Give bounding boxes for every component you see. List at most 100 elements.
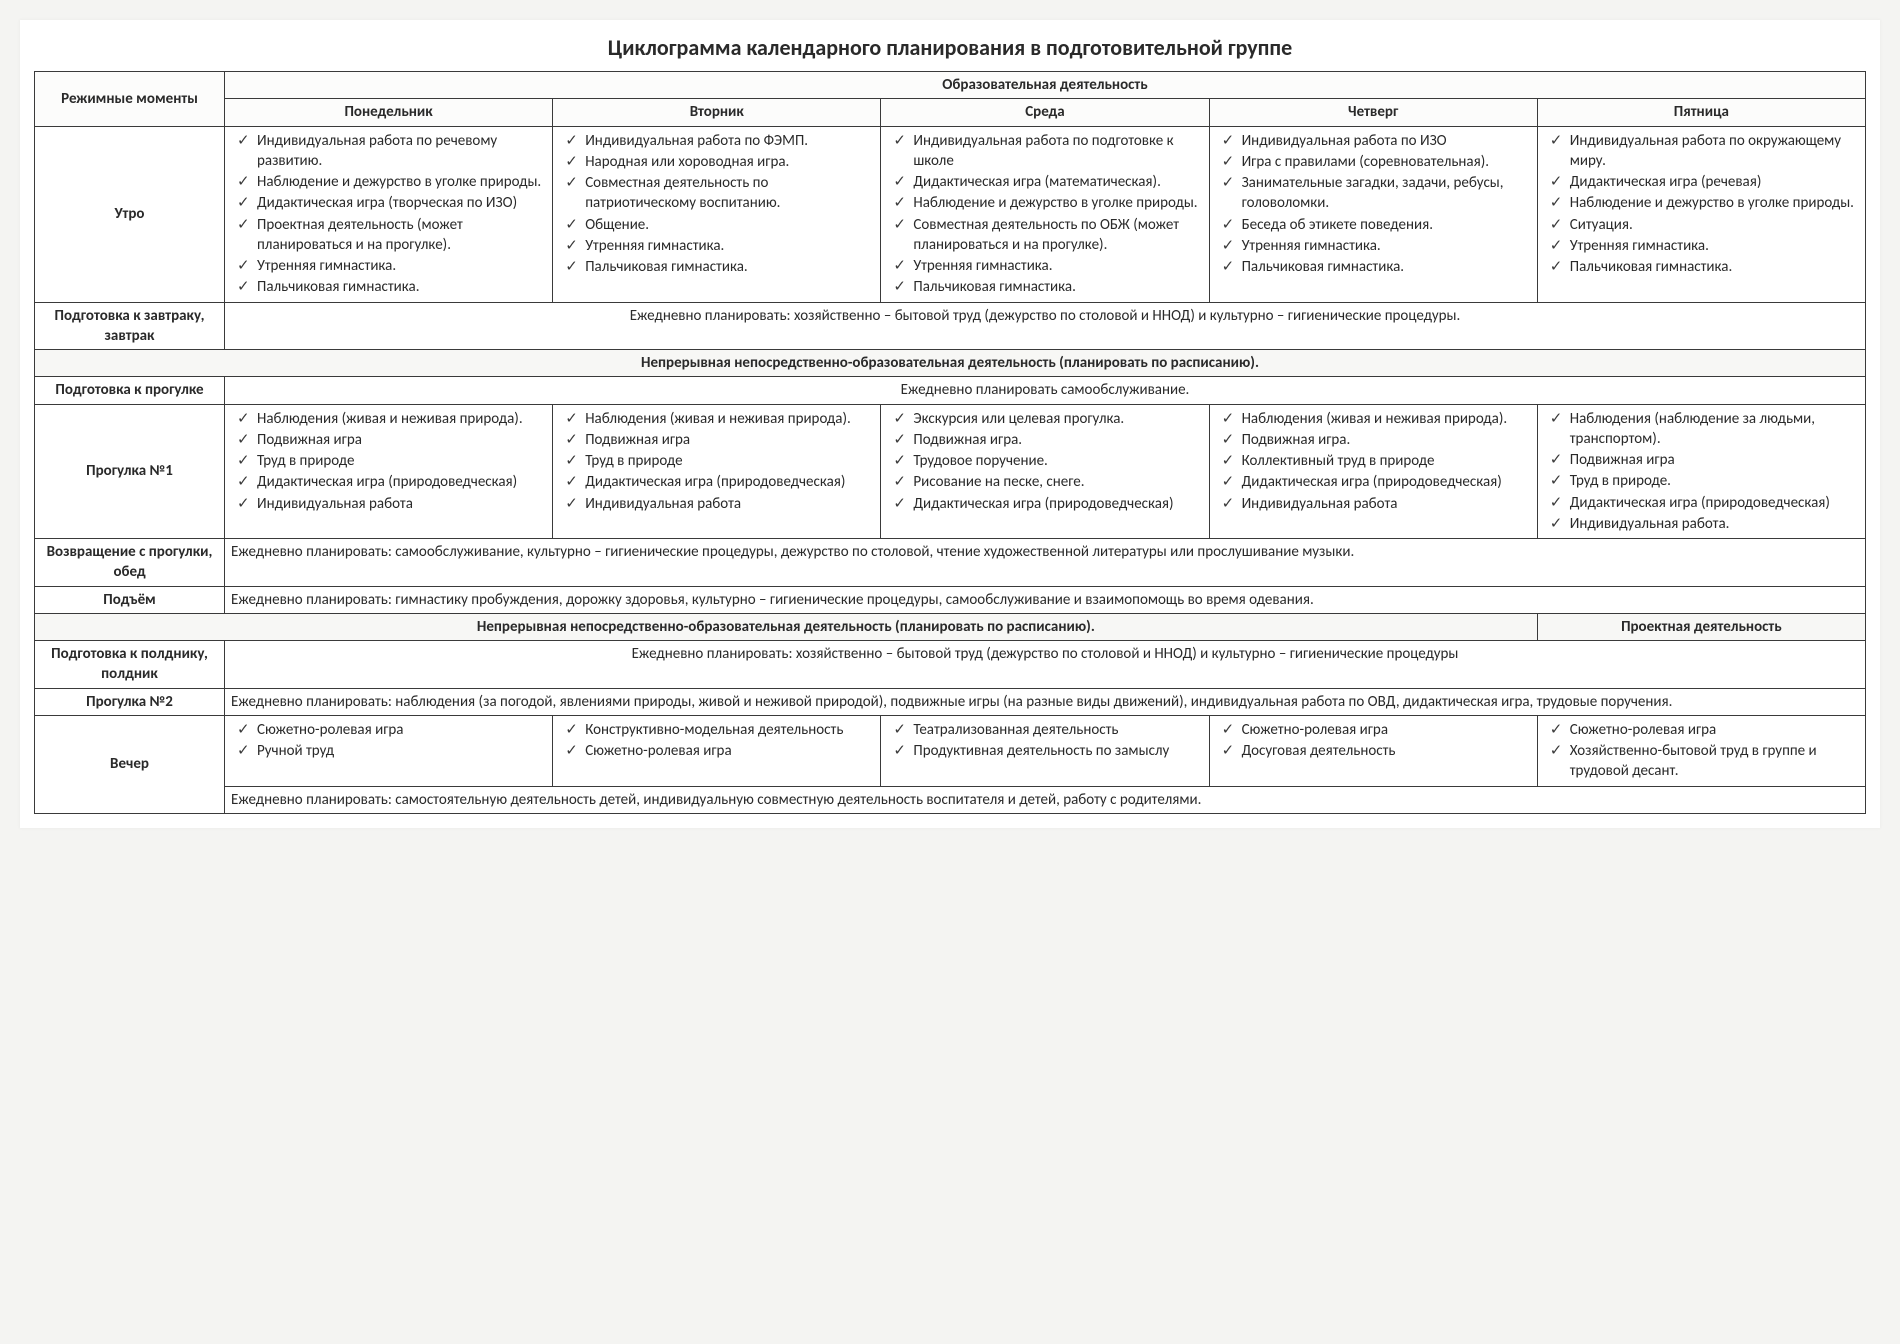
list-item: Наблюдения (наблюдение за людьми, трансп… xyxy=(1548,409,1859,450)
list-item: Пальчиковая гимнастика. xyxy=(563,257,874,277)
list-item: Пальчиковая гимнастика. xyxy=(1548,257,1859,277)
walk2-label: Прогулка №2 xyxy=(35,688,225,715)
list-item: Дидактическая игра (математическая). xyxy=(891,172,1202,192)
list-item: Сюжетно-ролевая игра xyxy=(1220,720,1531,740)
wakeup-text: Ежедневно планировать: гимнастику пробуж… xyxy=(225,586,1866,613)
walk1-tue: Наблюдения (живая и неживая природа).Под… xyxy=(553,404,881,539)
list-item: Ручной труд xyxy=(235,741,546,761)
row-evening: Вечер Сюжетно-ролевая играРучной труд Ко… xyxy=(35,715,1866,786)
list-item: Труд в природе xyxy=(235,451,546,471)
walk1-thu: Наблюдения (живая и неживая природа).Под… xyxy=(1209,404,1537,539)
list-item: Подвижная игра. xyxy=(1220,430,1531,450)
list-item: Утренняя гимнастика. xyxy=(235,256,546,276)
snack-prep-label: Подготовка к полднику, полдник xyxy=(35,641,225,689)
row-morning-label: Утро xyxy=(35,126,225,302)
header-days-row: Понедельник Вторник Среда Четверг Пятниц… xyxy=(35,99,1866,126)
walk2-text: Ежедневно планировать: наблюдения (за по… xyxy=(225,688,1866,715)
snack-prep-text: Ежедневно планировать: хозяйственно – бы… xyxy=(225,641,1866,689)
row-walk1: Прогулка №1 Наблюдения (живая и неживая … xyxy=(35,404,1866,539)
row-snack-prep: Подготовка к полднику, полдник Ежедневно… xyxy=(35,641,1866,689)
wakeup-label: Подъём xyxy=(35,586,225,613)
list-item: Совместная деятельность по патриотическо… xyxy=(563,173,874,214)
evening-footer-text: Ежедневно планировать: самостоятельную д… xyxy=(225,786,1866,813)
list-item: Наблюдение и дежурство в уголке природы. xyxy=(235,172,546,192)
header-day-mon: Понедельник xyxy=(225,99,553,126)
nnod2-left: Непрерывная непосредственно-образователь… xyxy=(35,613,1538,640)
list-item: Утренняя гимнастика. xyxy=(891,256,1202,276)
evening-fri: Сюжетно-ролевая играХозяйственно-бытовой… xyxy=(1537,715,1865,786)
list-item: Игра с правилами (соревновательная). xyxy=(1220,152,1531,172)
list-item: Сюжетно-ролевая игра xyxy=(235,720,546,740)
list-item: Занимательные загадки, задачи, ребусы, г… xyxy=(1220,173,1531,214)
walk1-wed: Экскурсия или целевая прогулка.Подвижная… xyxy=(881,404,1209,539)
header-ed-activity: Образовательная деятельность xyxy=(225,72,1866,99)
walk1-fri: Наблюдения (наблюдение за людьми, трансп… xyxy=(1537,404,1865,539)
walk-prep-label: Подготовка к прогулке xyxy=(35,377,225,404)
list-item: Наблюдения (живая и неживая природа). xyxy=(1220,409,1531,429)
list-item: Рисование на песке, снеге. xyxy=(891,472,1202,492)
list-item: Совместная деятельность по ОБЖ (может пл… xyxy=(891,215,1202,256)
row-evening-footer: Ежедневно планировать: самостоятельную д… xyxy=(35,786,1866,813)
list-item: Дидактическая игра (природоведческая) xyxy=(891,494,1202,514)
list-item: Труд в природе. xyxy=(1548,471,1859,491)
list-item: Наблюдение и дежурство в уголке природы. xyxy=(1548,193,1859,213)
list-item: Дидактическая игра (природоведческая) xyxy=(1548,493,1859,513)
list-item: Пальчиковая гимнастика. xyxy=(235,277,546,297)
walk1-mon: Наблюдения (живая и неживая природа).Под… xyxy=(225,404,553,539)
row-wakeup: Подъём Ежедневно планировать: гимнастику… xyxy=(35,586,1866,613)
list-item: Пальчиковая гимнастика. xyxy=(891,277,1202,297)
header-day-thu: Четверг xyxy=(1209,99,1537,126)
morning-thu: Индивидуальная работа по ИЗОИгра с прави… xyxy=(1209,126,1537,302)
list-item: Досуговая деятельность xyxy=(1220,741,1531,761)
list-item: Трудовое поручение. xyxy=(891,451,1202,471)
morning-tue: Индивидуальная работа по ФЭМП.Народная и… xyxy=(553,126,881,302)
list-item: Продуктивная деятельность по замыслу xyxy=(891,741,1202,761)
list-item: Индивидуальная работа по ИЗО xyxy=(1220,131,1531,151)
list-item: Подвижная игра xyxy=(235,430,546,450)
list-item: Подвижная игра xyxy=(563,430,874,450)
row-return-lunch: Возвращение с прогулки, обед Ежедневно п… xyxy=(35,539,1866,587)
list-item: Утренняя гимнастика. xyxy=(1220,236,1531,256)
evening-tue: Конструктивно-модельная деятельностьСюже… xyxy=(553,715,881,786)
breakfast-prep-label: Подготовка к завтраку, завтрак xyxy=(35,302,225,350)
morning-mon: Индивидуальная работа по речевому развит… xyxy=(225,126,553,302)
list-item: Хозяйственно-бытовой труд в группе и тру… xyxy=(1548,741,1859,782)
list-item: Беседа об этикете поведения. xyxy=(1220,215,1531,235)
morning-wed: Индивидуальная работа по подготовке к шк… xyxy=(881,126,1209,302)
evening-label: Вечер xyxy=(35,715,225,813)
list-item: Подвижная игра xyxy=(1548,450,1859,470)
list-item: Утренняя гимнастика. xyxy=(1548,236,1859,256)
list-item: Индивидуальная работа xyxy=(563,494,874,514)
morning-fri: Индивидуальная работа по окружающему мир… xyxy=(1537,126,1865,302)
evening-wed: Театрализованная деятельностьПродуктивна… xyxy=(881,715,1209,786)
return-lunch-text: Ежедневно планировать: самообслуживание,… xyxy=(225,539,1866,587)
list-item: Наблюдения (живая и неживая природа). xyxy=(563,409,874,429)
list-item: Утренняя гимнастика. xyxy=(563,236,874,256)
header-moment: Режимные моменты xyxy=(35,72,225,127)
list-item: Наблюдение и дежурство в уголке природы. xyxy=(891,193,1202,213)
row-nnod2: Непрерывная непосредственно-образователь… xyxy=(35,613,1866,640)
list-item: Индивидуальная работа xyxy=(235,494,546,514)
list-item: Проектная деятельность (может планироват… xyxy=(235,215,546,256)
list-item: Индивидуальная работа по окружающему мир… xyxy=(1548,131,1859,172)
list-item: Наблюдения (живая и неживая природа). xyxy=(235,409,546,429)
nnod2-right: Проектная деятельность xyxy=(1537,613,1865,640)
list-item: Народная или хороводная игра. xyxy=(563,152,874,172)
evening-thu: Сюжетно-ролевая играДосуговая деятельнос… xyxy=(1209,715,1537,786)
return-lunch-label: Возвращение с прогулки, обед xyxy=(35,539,225,587)
list-item: Сюжетно-ролевая игра xyxy=(563,741,874,761)
page: Циклограмма календарного планирования в … xyxy=(20,20,1880,828)
list-item: Индивидуальная работа по ФЭМП. xyxy=(563,131,874,151)
list-item: Пальчиковая гимнастика. xyxy=(1220,257,1531,277)
list-item: Экскурсия или целевая прогулка. xyxy=(891,409,1202,429)
list-item: Дидактическая игра (природоведческая) xyxy=(1220,472,1531,492)
list-item: Индивидуальная работа по речевому развит… xyxy=(235,131,546,172)
row-nnod1: Непрерывная непосредственно-образователь… xyxy=(35,350,1866,377)
list-item: Общение. xyxy=(563,215,874,235)
list-item: Дидактическая игра (речевая) xyxy=(1548,172,1859,192)
header-day-fri: Пятница xyxy=(1537,99,1865,126)
document-title: Циклограмма календарного планирования в … xyxy=(34,34,1866,61)
list-item: Ситуация. xyxy=(1548,215,1859,235)
row-breakfast-prep: Подготовка к завтраку, завтрак Ежедневно… xyxy=(35,302,1866,350)
list-item: Подвижная игра. xyxy=(891,430,1202,450)
